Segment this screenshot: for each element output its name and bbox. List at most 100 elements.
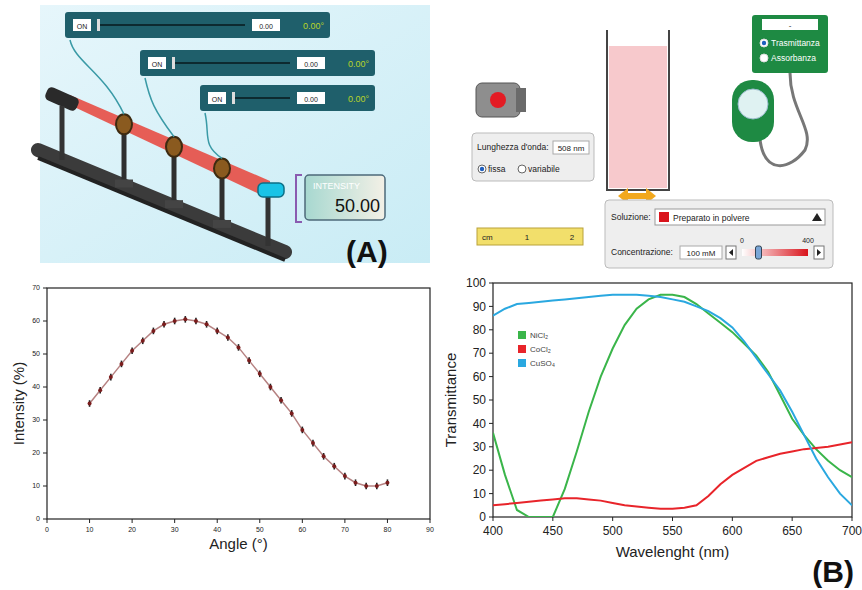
concentration-slider [742, 249, 808, 256]
value-text: 0.00 [259, 23, 273, 30]
x-tick-label: 500 [603, 524, 623, 538]
connector [70, 40, 124, 114]
solution-dropdown[interactable] [655, 209, 825, 225]
y-tick [489, 470, 493, 471]
wavelength-box [472, 133, 594, 181]
marker [364, 484, 368, 488]
slider-knob[interactable] [172, 57, 175, 69]
step-button[interactable] [726, 246, 736, 259]
legend-swatch [518, 331, 526, 339]
y-tick-label: 40 [473, 417, 487, 431]
y-tick-label: 80 [473, 323, 487, 337]
x-tick [430, 519, 431, 523]
radio[interactable] [760, 39, 768, 47]
legend-swatch [518, 359, 526, 367]
radio[interactable] [518, 165, 526, 173]
marker [237, 345, 241, 349]
x-tick-label: 700 [842, 524, 862, 538]
rail [38, 150, 285, 252]
slider-knob[interactable] [756, 246, 762, 259]
concentration-value: 100 mM [687, 249, 716, 258]
y-tick [43, 453, 47, 454]
chart-0: 0102030405060708090010203040506070Angle … [10, 284, 434, 552]
solution-label: Soluzione: [611, 212, 651, 222]
step-button[interactable] [814, 246, 824, 259]
ruler-label: cm [482, 233, 493, 242]
value-box[interactable] [297, 57, 325, 69]
figure: ON0.000.00°ON0.000.00°ON0.000.00°INTENSI… [0, 0, 862, 590]
wavelength-field[interactable] [553, 141, 589, 154]
x-tick-label: 20 [128, 526, 136, 533]
slider-track [172, 62, 290, 64]
y-tick [489, 283, 493, 284]
y-axis-title: Intensity (%) [10, 362, 27, 445]
y-tick [43, 321, 47, 322]
stand-foot [115, 180, 133, 188]
on-button[interactable] [208, 92, 226, 104]
marker [98, 388, 102, 392]
wavelength-label: Lunghezza d'onda: [477, 142, 549, 152]
y-tick-label: 70 [473, 346, 487, 360]
marker [332, 464, 336, 468]
bracket [296, 175, 302, 222]
meter-display-text: - [789, 21, 792, 30]
slider-min: 0 [740, 237, 744, 244]
value-text: 0.00 [304, 96, 318, 103]
stand [60, 106, 65, 160]
radio[interactable] [760, 54, 768, 62]
polarizer [116, 114, 132, 134]
concentration-field [680, 246, 722, 259]
marker [354, 481, 358, 485]
x-tick [89, 519, 90, 523]
on-label: ON [77, 23, 88, 30]
marker [215, 329, 219, 333]
stand-foot [165, 200, 183, 208]
x-tick [852, 517, 853, 521]
y-tick-label: 50 [473, 393, 487, 407]
value-box[interactable] [252, 19, 280, 31]
on-button[interactable] [73, 19, 91, 31]
stand [266, 192, 271, 246]
y-tick [489, 376, 493, 377]
x-tick [672, 517, 673, 521]
y-tick [489, 353, 493, 354]
legend-swatch [518, 345, 526, 353]
marker [109, 375, 113, 379]
legend-label: CuSO₄ [530, 359, 555, 368]
y-tick-label: 30 [473, 440, 487, 454]
ruler-label: 2 [570, 233, 575, 242]
chart-1: 4004505005506006507000102030405060708090… [442, 276, 862, 560]
series-line [493, 442, 852, 509]
y-tick-label: 100 [466, 276, 486, 290]
x-tick-label: 50 [256, 526, 264, 533]
y-tick [43, 288, 47, 289]
slider-knob[interactable] [97, 19, 100, 31]
marker [130, 349, 134, 353]
x-tick-label: 70 [341, 526, 349, 533]
y-tick-label: 10 [32, 482, 40, 489]
value-box[interactable] [297, 92, 325, 104]
slider-knob[interactable] [232, 92, 235, 104]
y-tick [489, 329, 493, 330]
intensity-box [305, 175, 385, 220]
y-axis-title: Transmittance [442, 353, 459, 447]
x-tick [302, 519, 303, 523]
marker [322, 454, 326, 458]
ruler [477, 228, 583, 245]
x-tick [174, 519, 175, 523]
slider-panel [140, 50, 375, 76]
x-tick [612, 517, 613, 521]
ruler-label: 1 [525, 233, 530, 242]
x-tick-label: 550 [662, 524, 682, 538]
radio-dot [762, 41, 766, 45]
on-button[interactable] [148, 57, 166, 69]
radio[interactable] [478, 165, 486, 173]
radio-label: variabile [528, 164, 560, 174]
x-axis-title: Angle (°) [209, 535, 268, 552]
y-tick-label: 60 [473, 370, 487, 384]
radio-label: Trasmittanza [771, 38, 820, 48]
detector-lens [738, 89, 768, 119]
y-tick [43, 486, 47, 487]
marker [183, 317, 187, 321]
x-tick [132, 519, 133, 523]
